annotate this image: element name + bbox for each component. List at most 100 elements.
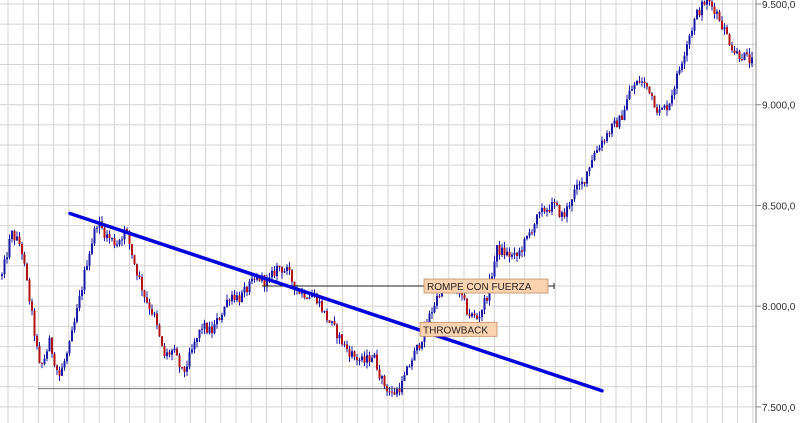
candle-body bbox=[238, 295, 241, 303]
candle-body bbox=[501, 247, 503, 256]
y-axis: 7.500,0 8.000,0 8.500,0 9.000,0 9.500,0 bbox=[756, 0, 796, 414]
candle-body bbox=[241, 292, 243, 303]
candle-body bbox=[676, 73, 678, 89]
candle-body bbox=[548, 210, 551, 212]
candle-body bbox=[391, 391, 393, 393]
candle-body bbox=[56, 365, 58, 370]
candle-body bbox=[416, 344, 418, 351]
candle-body bbox=[721, 20, 723, 30]
candle-body bbox=[316, 293, 318, 304]
candle-body bbox=[161, 336, 163, 346]
candle-body bbox=[48, 337, 51, 352]
candle-body bbox=[38, 346, 41, 363]
candle-body bbox=[58, 369, 61, 376]
candle-body bbox=[398, 388, 401, 393]
candle-body bbox=[341, 334, 343, 345]
candle-body bbox=[696, 9, 698, 19]
candle-body bbox=[516, 252, 518, 256]
candle-body bbox=[703, 1, 706, 5]
candle-body bbox=[76, 308, 78, 322]
candle-body bbox=[73, 321, 76, 331]
candle-body bbox=[123, 229, 126, 240]
candle-body bbox=[368, 355, 371, 362]
candle-body bbox=[268, 277, 271, 279]
candle-body bbox=[231, 294, 233, 302]
candle-body bbox=[183, 367, 186, 372]
candle-body bbox=[266, 277, 268, 286]
candle-body bbox=[158, 325, 161, 337]
candle-body bbox=[413, 350, 416, 361]
candle-body bbox=[486, 297, 488, 301]
candle-body bbox=[128, 231, 131, 245]
chart-grid bbox=[0, 0, 756, 423]
candle-body bbox=[111, 238, 113, 240]
candle-body bbox=[273, 270, 276, 276]
candle-body bbox=[723, 27, 726, 30]
candle-body bbox=[408, 366, 411, 368]
candle-body bbox=[493, 261, 496, 277]
candle-body bbox=[726, 27, 728, 35]
candle-body bbox=[718, 11, 721, 21]
candle-body bbox=[586, 171, 588, 184]
candle-body bbox=[148, 302, 151, 309]
candle-body bbox=[728, 34, 731, 46]
candle-body bbox=[561, 212, 563, 217]
candle-body bbox=[538, 212, 541, 215]
candle-body bbox=[623, 109, 626, 120]
candle-body bbox=[51, 337, 53, 354]
candle-body bbox=[473, 313, 476, 316]
candle-body bbox=[528, 232, 531, 236]
candle-body bbox=[433, 305, 436, 313]
candle-body bbox=[466, 298, 468, 315]
candle-body bbox=[68, 341, 71, 354]
y-tick-label: 9.000,0 bbox=[762, 101, 796, 112]
candle-body bbox=[61, 367, 63, 376]
candle-body bbox=[351, 351, 353, 357]
candle-body bbox=[373, 354, 376, 358]
candle-body bbox=[568, 205, 571, 207]
candle-body bbox=[563, 212, 566, 217]
candle-body bbox=[173, 348, 176, 351]
candle-body bbox=[598, 147, 601, 151]
candle-body bbox=[558, 204, 561, 217]
candle-body bbox=[668, 103, 671, 111]
candle-body bbox=[31, 301, 33, 311]
candle-body bbox=[236, 295, 238, 301]
candle-body bbox=[193, 341, 196, 350]
candle-body bbox=[121, 239, 123, 241]
candle-body bbox=[213, 324, 216, 334]
candle-body bbox=[588, 167, 591, 172]
candle-body bbox=[353, 351, 356, 357]
candle-body bbox=[508, 251, 511, 257]
candle-body bbox=[436, 295, 438, 306]
candle-body bbox=[653, 95, 656, 108]
candle-body bbox=[743, 52, 746, 61]
candle-body bbox=[36, 335, 38, 347]
candle-body bbox=[358, 360, 361, 362]
candle-body bbox=[336, 324, 338, 339]
candle-body bbox=[243, 286, 246, 293]
annotation-throwback: THROWBACK bbox=[423, 325, 488, 336]
candle-body bbox=[133, 255, 136, 265]
candle-body bbox=[596, 150, 598, 153]
candle-body bbox=[6, 257, 8, 260]
candle-body bbox=[503, 247, 506, 256]
candle-body bbox=[431, 312, 433, 314]
candle-body bbox=[606, 133, 608, 142]
candle-body bbox=[536, 214, 538, 225]
candle-body bbox=[613, 120, 616, 124]
candle-body bbox=[171, 350, 173, 355]
candle-body bbox=[166, 352, 168, 357]
candle-body bbox=[43, 358, 46, 364]
y-tick-label: 7.500,0 bbox=[762, 403, 796, 414]
candle-body bbox=[658, 109, 661, 113]
candle-body bbox=[83, 269, 86, 291]
candle-body bbox=[688, 35, 691, 45]
candle-body bbox=[118, 240, 121, 245]
candle-body bbox=[326, 310, 328, 321]
candle-body bbox=[546, 210, 548, 212]
y-tick-label: 8.500,0 bbox=[762, 201, 796, 212]
annotation-rompe-con-fuerza: ROMPE CON FUERZA bbox=[427, 282, 532, 293]
candle-body bbox=[291, 270, 293, 282]
candle-body bbox=[628, 90, 631, 100]
